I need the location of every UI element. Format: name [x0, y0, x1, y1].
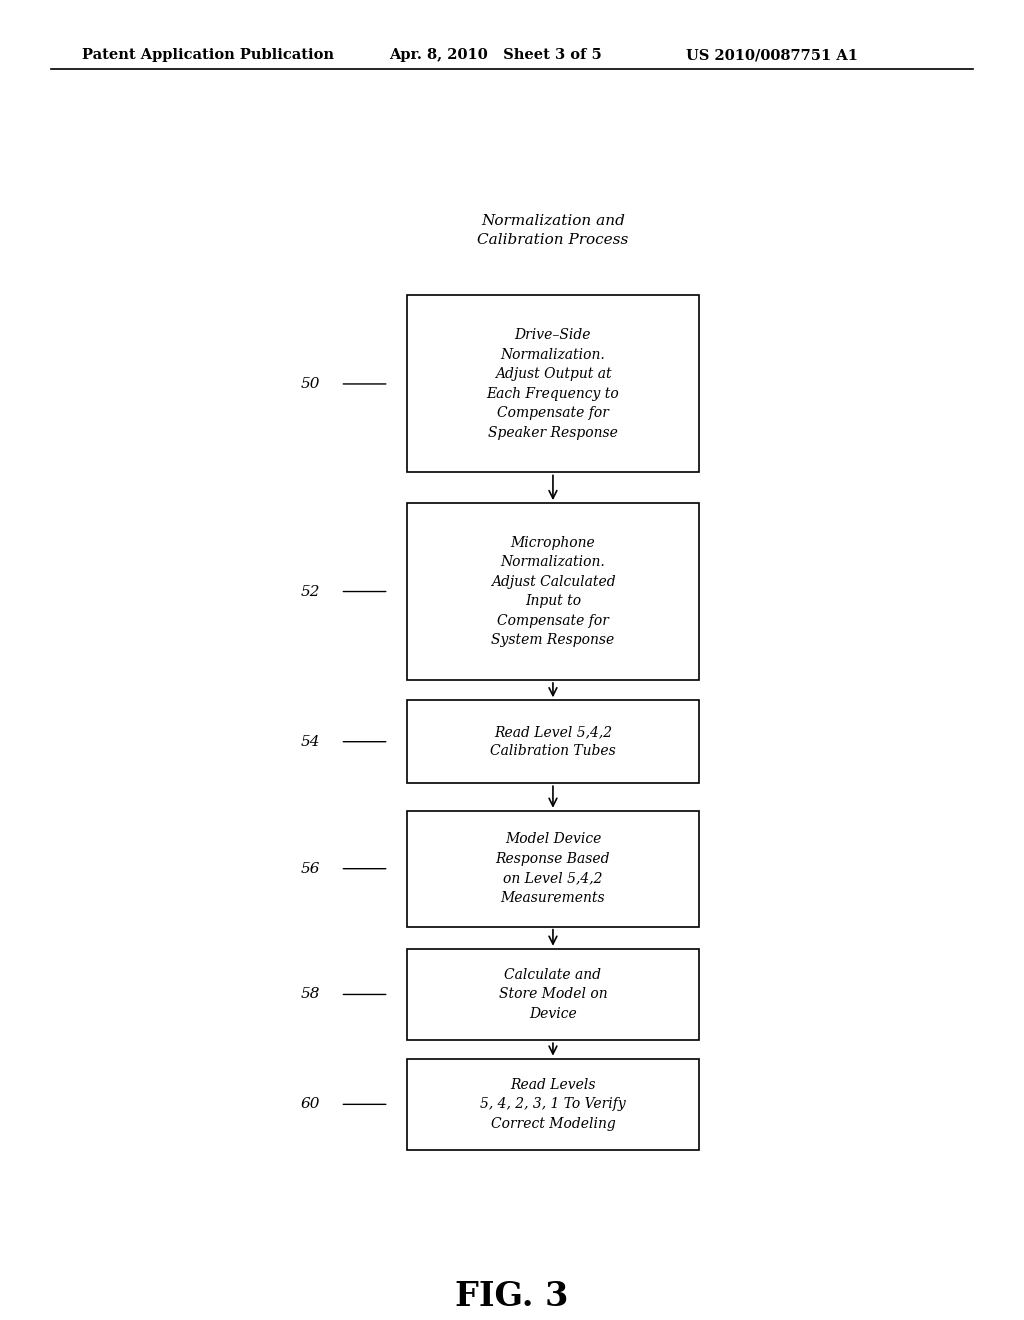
- Text: Drive–Side
Normalization.
Adjust Output at
Each Frequency to
Compensate for
Spea: Drive–Side Normalization. Adjust Output …: [486, 329, 620, 440]
- Bar: [408, 949, 699, 1040]
- Text: Patent Application Publication: Patent Application Publication: [82, 49, 334, 62]
- Text: Apr. 8, 2010   Sheet 3 of 5: Apr. 8, 2010 Sheet 3 of 5: [389, 49, 602, 62]
- Text: Microphone
Normalization.
Adjust Calculated
Input to
Compensate for
System Respo: Microphone Normalization. Adjust Calcula…: [490, 536, 615, 647]
- Text: 52: 52: [300, 585, 321, 598]
- Text: Read Level 5,4,2
Calibration Tubes: Read Level 5,4,2 Calibration Tubes: [490, 725, 615, 759]
- Bar: [408, 1059, 699, 1150]
- Bar: [408, 810, 699, 927]
- Text: Model Device
Response Based
on Level 5,4,2
Measurements: Model Device Response Based on Level 5,4…: [496, 833, 610, 906]
- Text: 58: 58: [300, 987, 321, 1002]
- Text: Read Levels
5, 4, 2, 3, 1 To Verify
Correct Modeling: Read Levels 5, 4, 2, 3, 1 To Verify Corr…: [480, 1078, 626, 1131]
- Bar: [408, 700, 699, 783]
- Text: 56: 56: [300, 862, 321, 875]
- Text: 54: 54: [300, 735, 321, 748]
- Bar: [408, 503, 699, 680]
- Text: 60: 60: [300, 1097, 321, 1111]
- Text: 50: 50: [300, 378, 321, 391]
- Text: Normalization and
Calibration Process: Normalization and Calibration Process: [477, 214, 629, 247]
- Text: US 2010/0087751 A1: US 2010/0087751 A1: [686, 49, 858, 62]
- Text: Calculate and
Store Model on
Device: Calculate and Store Model on Device: [499, 968, 607, 1020]
- Bar: [408, 296, 699, 473]
- Text: FIG. 3: FIG. 3: [456, 1280, 568, 1313]
